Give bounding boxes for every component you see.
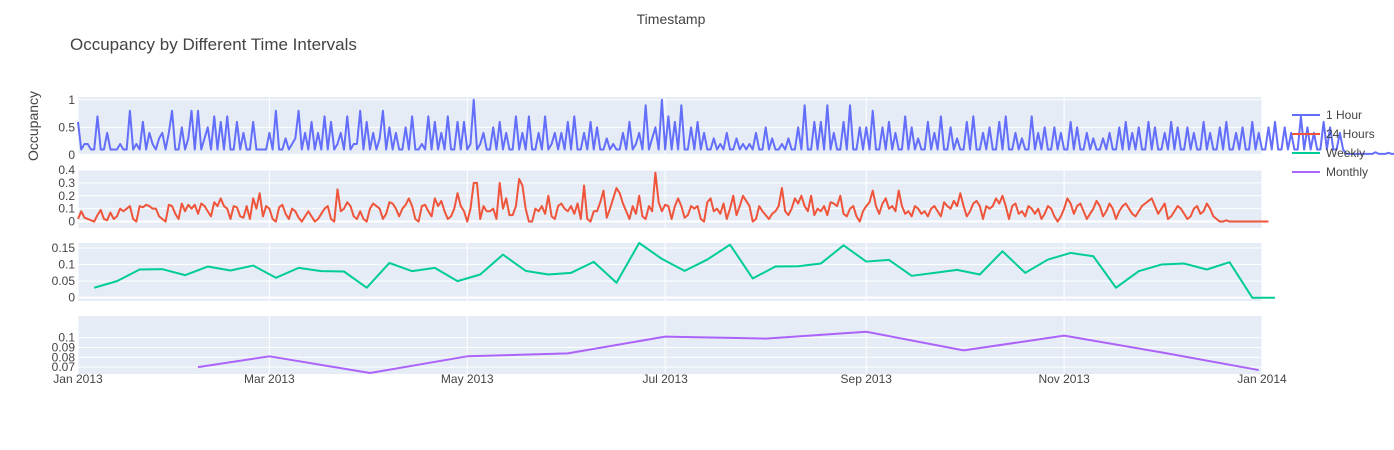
x-tick-label: Jul 2013 <box>642 372 688 386</box>
y-axis-title: Occupancy <box>25 91 41 161</box>
y-tick-label: 0.5 <box>58 120 75 134</box>
subplots: 00.5100.10.20.30.400.050.10.150.070.080.… <box>52 93 1394 374</box>
x-tick-label: Jan 2013 <box>53 372 103 386</box>
series-line-24-hours <box>77 171 1269 223</box>
y-tick-label: 0.05 <box>52 274 76 288</box>
y-tick-label: 0.15 <box>52 241 76 255</box>
legend-item-weekly[interactable]: Weekly <box>1292 146 1365 160</box>
y-tick-label: 0.07 <box>52 360 76 374</box>
subplot-24-hours: 00.10.20.30.4 <box>58 163 1269 229</box>
plot-background <box>78 316 1262 374</box>
x-axis-title: Timestamp <box>637 11 706 27</box>
y-tick-label: 0.4 <box>58 163 75 177</box>
legend-item-24-hours[interactable]: 24 Hours <box>1292 127 1375 141</box>
legend-item-monthly[interactable]: Monthly <box>1292 165 1368 179</box>
y-tick-label: 0.3 <box>58 176 75 190</box>
legend-label: Weekly <box>1326 146 1365 160</box>
legend-item-1-hour[interactable]: 1 Hour <box>1292 108 1362 122</box>
x-tick-label: May 2013 <box>441 372 494 386</box>
y-tick-label: 0.08 <box>52 350 76 364</box>
legend-label: 1 Hour <box>1326 108 1362 122</box>
subplot-weekly: 0 0.05 0.1 0.15 <box>52 241 1275 305</box>
y-tick-label: 0.1 <box>58 258 75 272</box>
y-tick-label: 0.09 <box>52 340 76 354</box>
y-tick-label: 0.1 <box>58 331 75 345</box>
y-tick-label: 0.2 <box>58 189 75 203</box>
plot-background <box>78 170 1262 228</box>
x-axis: Jan 2013 Mar 2013 May 2013 Jul 2013 Sep 2013… <box>53 372 1287 386</box>
x-tick-label: Mar 2013 <box>244 372 295 386</box>
y-tick-label: 0.1 <box>58 202 75 216</box>
x-tick-label: Jan 2014 <box>1237 372 1287 386</box>
y-tick-label: 0 <box>68 291 75 305</box>
x-tick-label: Sep 2013 <box>841 372 893 386</box>
legend-label: 24 Hours <box>1326 127 1375 141</box>
series-line-1-hour <box>77 98 1394 155</box>
legend-label: Monthly <box>1326 165 1368 179</box>
x-tick-label: Nov 2013 <box>1038 372 1090 386</box>
y-tick-label: 1 <box>68 93 75 107</box>
y-tick-label: 0 <box>68 215 75 229</box>
chart-title: Occupancy by Different Time Intervals <box>70 35 357 54</box>
series-line-weekly <box>93 242 1275 299</box>
series-line-monthly <box>197 330 1259 375</box>
legend[interactable]: 1 Hour 24 Hours Weekly Monthly <box>1292 108 1375 179</box>
plot-background <box>78 243 1262 301</box>
subplot-monthly: 0.070.080.090.1 <box>52 316 1263 375</box>
subplot-1-hour: 00.51 <box>58 93 1394 162</box>
y-tick-label: 0 <box>68 148 75 162</box>
